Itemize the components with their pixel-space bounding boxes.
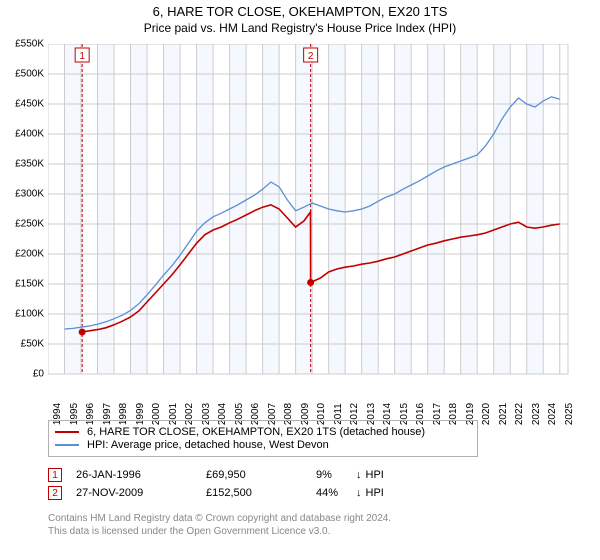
event-price: £152,500 (206, 487, 316, 499)
y-tick: £550K (15, 39, 44, 50)
svg-text:2: 2 (308, 51, 314, 62)
y-tick: £450K (15, 99, 44, 110)
x-tick: 2021 (498, 403, 509, 425)
x-tick: 2025 (564, 403, 575, 425)
legend: 6, HARE TOR CLOSE, OKEHAMPTON, EX20 1TS … (48, 420, 478, 457)
chart-area: 12 (48, 44, 588, 404)
event-date: 26-JAN-1996 (76, 469, 206, 481)
footnote: Contains HM Land Registry data © Crown c… (48, 512, 391, 538)
event-row: 1 26-JAN-1996£69,9509%↓ HPI (48, 468, 384, 482)
event-vs: HPI (366, 469, 384, 481)
arrow-down-icon: ↓ (356, 487, 362, 499)
legend-item: HPI: Average price, detached house, West… (55, 439, 471, 451)
y-tick: £350K (15, 159, 44, 170)
y-tick: £0 (33, 369, 44, 380)
event-price: £69,950 (206, 469, 316, 481)
event-pct: 9% (316, 469, 356, 481)
event-badge: 1 (48, 468, 62, 482)
legend-label: HPI: Average price, detached house, West… (87, 439, 329, 451)
event-pct: 44% (316, 487, 356, 499)
y-tick: £50K (21, 339, 44, 350)
footnote-line1: Contains HM Land Registry data © Crown c… (48, 512, 391, 525)
footnote-line2: This data is licensed under the Open Gov… (48, 525, 391, 538)
svg-text:1: 1 (79, 51, 85, 62)
y-tick: £300K (15, 189, 44, 200)
x-tick: 2024 (547, 403, 558, 425)
x-tick: 2023 (531, 403, 542, 425)
x-tick: 2022 (514, 403, 525, 425)
event-vs: HPI (366, 487, 384, 499)
x-axis: 1994199519961997199819992000200120022003… (48, 388, 588, 416)
legend-label: 6, HARE TOR CLOSE, OKEHAMPTON, EX20 1TS … (87, 426, 425, 438)
y-tick: £500K (15, 69, 44, 80)
event-date: 27-NOV-2009 (76, 487, 206, 499)
y-axis: £0 £50K £100K £150K £200K £250K £300K £350K £400… (0, 44, 46, 384)
y-tick: £200K (15, 249, 44, 260)
arrow-down-icon: ↓ (356, 469, 362, 481)
legend-item: 6, HARE TOR CLOSE, OKEHAMPTON, EX20 1TS … (55, 426, 471, 438)
y-tick: £250K (15, 219, 44, 230)
y-tick: £100K (15, 309, 44, 320)
chart-subtitle: Price paid vs. HM Land Registry's House … (0, 19, 600, 39)
sale-events: 1 26-JAN-1996£69,9509%↓ HPI 2 27-NOV-2009£15… (48, 464, 384, 504)
y-tick: £150K (15, 279, 44, 290)
event-badge: 2 (48, 486, 62, 500)
event-row: 2 27-NOV-2009£152,50044%↓ HPI (48, 486, 384, 500)
chart-title: 6, HARE TOR CLOSE, OKEHAMPTON, EX20 1TS (0, 0, 600, 19)
x-tick: 2020 (481, 403, 492, 425)
chart-svg: 12 (48, 44, 588, 404)
legend-swatch (55, 431, 79, 433)
y-tick: £400K (15, 129, 44, 140)
legend-swatch (55, 444, 79, 446)
